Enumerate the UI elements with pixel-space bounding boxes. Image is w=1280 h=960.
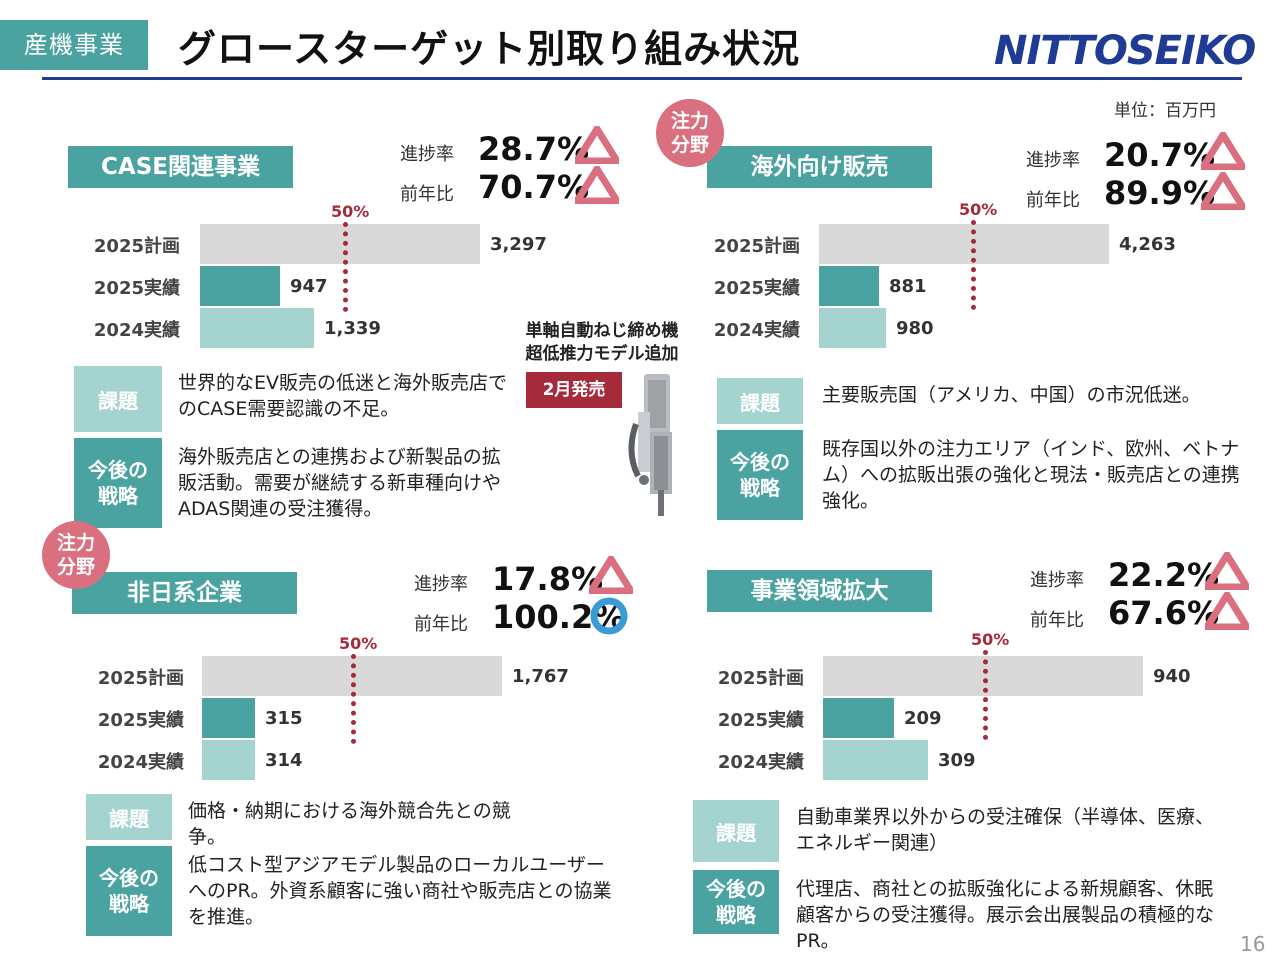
- strategy-tag: 今後の 戦略: [74, 438, 162, 528]
- strategy-text: 低コスト型アジアモデル製品のローカルユーザーへのPR。外資系顧客に強い商社や販売…: [188, 854, 612, 928]
- fifty-percent-label: 50%: [959, 200, 998, 219]
- release-badge: 2月発売: [526, 372, 622, 408]
- issue-tag: 課題: [717, 378, 803, 424]
- progress-value: 22.2%: [1108, 556, 1220, 594]
- yoy-value: 67.6%: [1108, 594, 1220, 632]
- bar-row-label: 2025計画: [713, 236, 800, 257]
- panel-title: 事業領域拡大: [707, 570, 932, 612]
- issue-tag: 課題: [693, 800, 779, 862]
- focus-badge: 注力 分野: [42, 521, 110, 589]
- issue-tag: 課題: [74, 366, 162, 432]
- progress-label: 進捗率: [1026, 150, 1080, 171]
- yoy-value: 89.9%: [1104, 174, 1216, 212]
- panel-title: CASE関連事業: [68, 146, 293, 188]
- bar-plan: [819, 224, 1109, 264]
- fifty-percent-label: 50%: [339, 634, 378, 653]
- bar-row-label: 2024実績: [717, 752, 804, 773]
- issue-text: 世界的なEV販売の低迷と海外販売店でのCASE需要認識の不足。: [178, 372, 508, 420]
- strategy-tag: 今後の 戦略: [693, 870, 779, 934]
- bar-value: 3,297: [490, 234, 547, 255]
- bar-row-label: 2025計画: [97, 668, 184, 689]
- bar-value: 309: [938, 750, 976, 771]
- issue-text: 自動車業界以外からの受注確保（半導体、医療、エネルギー関連）: [796, 806, 1215, 854]
- bar-row-label: 2024実績: [97, 752, 184, 773]
- yoy-label: 前年比: [1026, 190, 1080, 211]
- progress-label: 進捗率: [414, 574, 468, 595]
- bar-act25: [200, 266, 280, 306]
- bar-value: 1,339: [324, 318, 381, 339]
- panel-title: 海外向け販売: [707, 146, 932, 188]
- progress-value: 17.8%: [492, 560, 604, 598]
- yoy-label: 前年比: [414, 614, 468, 635]
- bar-value: 209: [904, 708, 942, 729]
- panel-title: 非日系企業: [72, 572, 297, 614]
- fifty-percent-line: [343, 222, 348, 312]
- yoy-value: 70.7%: [478, 168, 590, 206]
- fifty-percent-label: 50%: [971, 630, 1010, 649]
- new-product-title: 単軸自動ねじ締め機 超低推力モデル追加: [525, 321, 679, 364]
- bar-plan: [200, 224, 480, 264]
- page-title: グロースターゲット別取り組み状況: [178, 27, 801, 71]
- bar-act25: [202, 698, 255, 738]
- fifty-percent-label: 50%: [331, 202, 370, 221]
- bar-value: 881: [889, 276, 927, 297]
- bar-value: 4,263: [1119, 234, 1176, 255]
- bar-row-label: 2024実績: [93, 320, 180, 341]
- progress-value: 20.7%: [1104, 136, 1216, 174]
- bar-row-label: 2025実績: [717, 710, 804, 731]
- issue-tag: 課題: [86, 794, 172, 840]
- bar-row-label: 2025計画: [93, 236, 180, 257]
- issue-text: 価格・納期における海外競合先との競争。: [188, 800, 511, 848]
- fifty-percent-line: [971, 220, 976, 310]
- strategy-text: 代理店、商社との拡販強化による新規顧客、休眠顧客からの受注獲得。展示会出展製品の…: [796, 878, 1215, 952]
- bar-act24: [819, 308, 886, 348]
- progress-value: 28.7%: [478, 130, 590, 168]
- issue-text: 主要販売国（アメリカ、中国）の市況低迷。: [822, 384, 1201, 406]
- progress-label: 進捗率: [1030, 570, 1084, 591]
- bar-value: 947: [290, 276, 328, 297]
- unit-label: 単位：百万円: [1114, 101, 1216, 121]
- strategy-tag: 今後の 戦略: [86, 846, 172, 936]
- bar-act25: [819, 266, 879, 306]
- company-logo: NITTOSEIKO: [994, 28, 1256, 74]
- bar-row-label: 2025実績: [93, 278, 180, 299]
- bar-value: 315: [265, 708, 303, 729]
- bar-act24: [202, 740, 255, 780]
- bar-value: 314: [265, 750, 303, 771]
- bar-row-label: 2025実績: [713, 278, 800, 299]
- bar-act24: [823, 740, 928, 780]
- focus-badge: 注力 分野: [656, 99, 724, 167]
- bar-row-label: 2025計画: [717, 668, 804, 689]
- header-rule: [42, 77, 1242, 80]
- bar-value: 940: [1153, 666, 1191, 687]
- strategy-tag: 今後の 戦略: [717, 430, 803, 520]
- screw-machine-image: [624, 372, 692, 522]
- page-number: 16: [1240, 932, 1266, 956]
- segment-tag: 産機事業: [0, 20, 148, 70]
- bar-act24: [200, 308, 314, 348]
- strategy-text: 既存国以外の注力エリア（インド、欧州、ベトナム）への拡販出張の強化と現法・販売店…: [822, 438, 1240, 512]
- yoy-label: 前年比: [1030, 610, 1084, 631]
- strategy-text: 海外販売店との連携および新製品の拡販活動。需要が継続する新車種向けやADAS関連…: [178, 446, 502, 520]
- progress-label: 進捗率: [400, 144, 454, 165]
- bar-row-label: 2024実績: [713, 320, 800, 341]
- bar-act25: [823, 698, 894, 738]
- bar-value: 980: [896, 318, 934, 339]
- yoy-label: 前年比: [400, 184, 454, 205]
- fifty-percent-line: [351, 654, 356, 744]
- bar-value: 1,767: [512, 666, 569, 687]
- bar-row-label: 2025実績: [97, 710, 184, 731]
- fifty-percent-line: [983, 650, 988, 740]
